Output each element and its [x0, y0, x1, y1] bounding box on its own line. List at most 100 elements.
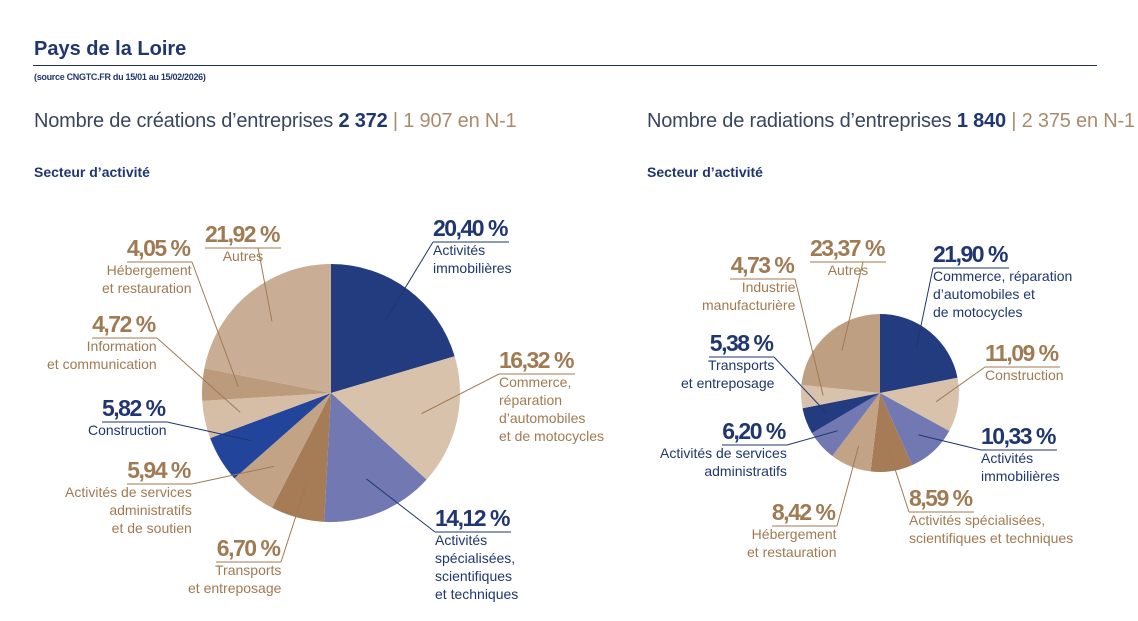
- slice-category: immobilières: [433, 260, 512, 276]
- leader-line: [421, 373, 500, 415]
- slice-category: Commerce, réparation: [933, 268, 1073, 284]
- pie-slice: [331, 356, 460, 480]
- slice-percentage: 10,33 %: [981, 423, 1056, 449]
- slice-category: administratifs: [109, 502, 192, 518]
- page-title: Pays de la Loire: [34, 38, 187, 60]
- slice-percentage: 23,37 %: [810, 235, 885, 261]
- slice-label: 11,09 % Construction: [985, 340, 1064, 384]
- slice-category: Construction: [985, 367, 1064, 383]
- pie-slice: [832, 393, 880, 472]
- radiations-value: 1 840: [956, 110, 1006, 132]
- pie-slice: [880, 393, 950, 466]
- slice-label: 4,72 % Information et communication: [47, 311, 157, 373]
- source-note: (source CNGTC.FR du 15/01 au 15/02/2026): [34, 72, 206, 82]
- slice-label: 6,20 % Activités de services administratif…: [660, 418, 787, 480]
- pie-slice: [801, 314, 880, 393]
- leader-line: [773, 356, 828, 414]
- slice-category: Construction: [88, 422, 167, 438]
- slice-label: 5,38 % Transports et entreposage: [681, 330, 774, 392]
- slice-category: spécialisées,: [435, 550, 516, 566]
- slice-category: Activités de services: [660, 445, 787, 461]
- slice-category: et entreposage: [188, 580, 282, 596]
- slice-percentage: 6,70 %: [216, 535, 281, 561]
- slice-label: 6,70 % Transports et entreposage: [188, 535, 281, 597]
- slice-label: 14,12 % Activités spécialisées, scientifiqu…: [435, 505, 518, 603]
- slice-category: Information: [86, 338, 157, 354]
- leader-line: [280, 482, 308, 563]
- slice-percentage: 4,73 %: [730, 252, 795, 278]
- slice-category: et entreposage: [681, 375, 775, 391]
- creations-headline: Nombre de créations d’entreprises 2 372 …: [34, 110, 517, 133]
- pie-slice: [870, 393, 913, 472]
- pie-slice: [234, 393, 331, 508]
- slice-percentage: 5,82 %: [101, 395, 166, 421]
- slice-label: 4,73 % Industrie manufacturière: [702, 252, 795, 314]
- creations-separator: |: [392, 110, 398, 132]
- slice-label: 8,59 % Activités spécialisées, scientifiqu…: [909, 485, 1073, 547]
- slice-category: et techniques: [435, 586, 519, 602]
- slice-percentage: 5,38 %: [709, 330, 774, 356]
- slice-category: manufacturière: [702, 297, 796, 313]
- radiations-headline: Nombre de radiations d’entreprises 1 840…: [647, 110, 1135, 133]
- slice-percentage: 21,92 %: [205, 221, 280, 247]
- slice-percentage: 14,12 %: [435, 505, 510, 531]
- slice-label: 21,92 % Autres: [205, 221, 281, 265]
- slice-percentage: 4,72 %: [92, 311, 156, 337]
- slice-category: administratifs: [704, 463, 787, 479]
- pie-slice: [204, 264, 331, 393]
- slice-category: Hébergement: [106, 262, 192, 278]
- slice-percentage: 4,05 %: [126, 235, 191, 261]
- pie-slice: [802, 393, 880, 434]
- slice-category: Autres: [827, 262, 869, 278]
- leader-line: [888, 449, 910, 513]
- pie-slice: [331, 264, 455, 393]
- creations-pie: [202, 264, 460, 522]
- creations-label: Nombre de créations d’entreprises: [34, 110, 334, 132]
- pie-slice: [801, 384, 880, 409]
- pie-slice: [324, 393, 427, 522]
- slice-percentage: 11,09 %: [985, 340, 1059, 366]
- slice-category: immobilières: [981, 468, 1060, 484]
- slice-percentage: 8,42 %: [771, 499, 836, 525]
- leader-line: [191, 261, 239, 388]
- radiations-previous: 2 375 en N-1: [1021, 110, 1135, 132]
- slice-category: Autres: [222, 248, 264, 264]
- pie-slice: [272, 393, 331, 522]
- slice-percentage: 6,20 %: [722, 418, 786, 444]
- leader-line: [786, 430, 838, 446]
- slice-label: 20,40 % Activités immobilières: [433, 215, 512, 277]
- pie-slice: [880, 377, 959, 432]
- slice-category: et de motocycles: [499, 428, 605, 444]
- radiations-pie: [801, 314, 959, 472]
- pie-slice: [202, 393, 331, 439]
- slice-label: 23,37 % Autres: [810, 235, 886, 279]
- slice-percentage: 8,59 %: [909, 485, 973, 511]
- slice-category: et communication: [47, 356, 157, 372]
- radiations-label: Nombre de radiations d’entreprises: [647, 110, 952, 132]
- slice-category: et restauration: [747, 544, 837, 560]
- leader-line: [386, 241, 434, 319]
- slice-category: réparation: [499, 392, 563, 408]
- leader-line: [935, 366, 986, 403]
- slice-category: et de soutien: [111, 520, 192, 536]
- slice-percentage: 21,90 %: [933, 241, 1008, 267]
- slice-category: d’automobiles et: [933, 286, 1035, 302]
- slice-category: Activités de services: [65, 484, 192, 500]
- leader-line: [918, 434, 982, 451]
- leader-line: [366, 478, 436, 533]
- pie-slice: [811, 393, 880, 456]
- slice-category: Commerce,: [499, 374, 572, 390]
- leader-line: [156, 337, 241, 413]
- radiations-section-title: Secteur d’activité: [647, 164, 763, 180]
- leader-line: [794, 278, 824, 396]
- slice-category: Transports: [708, 357, 775, 373]
- leader-line: [166, 421, 252, 442]
- radiations-separator: |: [1011, 110, 1017, 132]
- slice-category: Activités: [981, 450, 1034, 466]
- leader-line: [841, 261, 864, 351]
- creations-section-title: Secteur d’activité: [34, 164, 150, 180]
- leader-line: [257, 247, 273, 322]
- slice-percentage: 16,32 %: [499, 347, 574, 373]
- slice-percentage: 5,94 %: [127, 457, 191, 483]
